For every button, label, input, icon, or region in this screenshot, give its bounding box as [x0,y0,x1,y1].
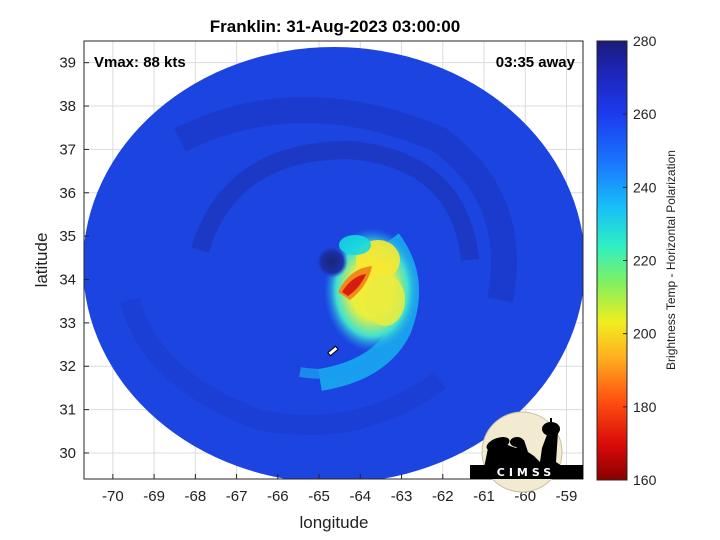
logo-text: CIMSS [497,466,555,479]
y-tick-label: 33 [59,315,76,332]
colorbar-tick-label: 180 [633,399,657,415]
colorbar [596,40,628,481]
y-tick-label: 35 [59,228,76,245]
y-tick-label: 32 [59,358,76,375]
y-tick-label: 34 [59,272,76,289]
x-axis-ticks: -70 -69 -68 -67 -66 -65 -64 -63 -62 -61 -60 -59 [102,474,577,505]
x-tick-label: -64 [349,488,371,505]
y-tick-label: 31 [59,402,76,419]
cyan-spiral-tail [299,351,384,379]
y-axis-label: latitude [32,233,51,288]
x-tick-label: -66 [267,488,289,505]
hurricane-eye [316,246,348,278]
x-axis-label: longitude [299,513,368,532]
x-tick-label: -69 [143,488,165,505]
logo-banner [470,465,583,479]
y-tick-label: 36 [59,185,76,202]
colorbar-tick-label: 200 [633,326,657,342]
core-yellow-south [365,274,405,326]
x-tick-label: -70 [102,488,124,505]
x-tick-label: -59 [556,488,578,505]
x-tick-label: -68 [185,488,207,505]
colorbar-tick-label: 260 [633,106,657,122]
axes-frame [83,40,584,480]
vmax-label: Vmax: 88 kts [94,54,186,71]
eyewall-cyan [339,235,371,255]
eyewall-red [342,274,366,296]
y-tick-label: 30 [59,445,76,462]
colorbar-tick-label: 240 [633,179,657,195]
inner-rainband [191,140,479,262]
track-marker [327,345,339,357]
small-dish-icon [510,437,524,447]
x-tick-label: -65 [308,488,330,505]
y-axis-ticks: 30 31 32 33 34 35 36 37 38 39 [59,55,89,462]
figure-title: Franklin: 31-Aug-2023 03:00:00 [210,17,460,36]
colorbar-ticks: 280 260 240 220 200 180 160 [623,33,657,488]
x-tick-label: -63 [391,488,413,505]
x-tick-label: -61 [473,488,495,505]
colorbar-tick-label: 280 [633,33,657,49]
x-tick-label: -62 [432,488,454,505]
cimss-logo: CIMSS [470,411,583,493]
satellite-dish-icon [486,437,510,451]
y-tick-label: 37 [59,141,76,158]
y-tick-label: 38 [59,98,76,115]
water-tower-icon [542,422,560,436]
colorbar-tick-label: 160 [633,472,657,488]
colorbar-label: Brightness Temp - Horizontal Polarizatio… [664,150,678,370]
colorbar-tick-label: 220 [633,253,657,269]
y-tick-label: 39 [59,55,76,72]
outer-rainband [174,97,517,303]
time-away-label: 03:35 away [496,54,576,71]
x-tick-label: -67 [226,488,248,505]
southern-rainband [120,297,446,435]
brightness-temp-imagery [84,47,583,479]
